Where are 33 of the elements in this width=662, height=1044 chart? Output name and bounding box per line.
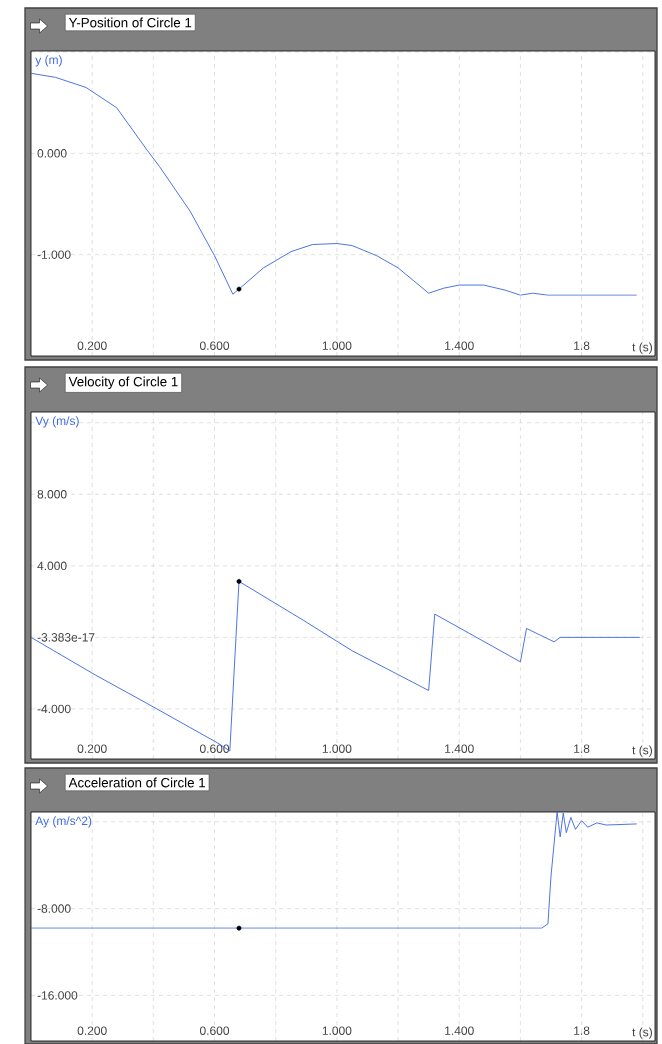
x-axis-title: t (s) bbox=[632, 745, 652, 757]
x-tick-label: 1.8 bbox=[574, 744, 590, 753]
y-tick-label: -1.000 bbox=[37, 250, 71, 259]
x-tick-label: 1.000 bbox=[322, 1026, 352, 1035]
chart-title: Velocity of Circle 1 bbox=[68, 376, 178, 390]
y-tick-label: -8.000 bbox=[37, 904, 71, 913]
y-tick-label: -4.000 bbox=[37, 704, 71, 714]
x-tick-label: 0.200 bbox=[77, 341, 107, 350]
x-tick-label: 1.000 bbox=[322, 341, 352, 350]
x-tick-label: 0.200 bbox=[77, 744, 107, 753]
x-tick-label: 0.200 bbox=[77, 1026, 107, 1035]
y-axis-title: Vy (m/s) bbox=[35, 416, 79, 428]
y-axis-title: y (m) bbox=[35, 55, 62, 67]
chart-title: Acceleration of Circle 1 bbox=[68, 777, 206, 788]
y-tick-label: -16.000 bbox=[37, 991, 78, 1000]
x-tick-label: 0.600 bbox=[199, 1026, 230, 1035]
x-tick-label: 0.600 bbox=[199, 341, 230, 350]
y-axis-title: Ay (m/s^2) bbox=[35, 816, 92, 828]
x-tick-label: 1.8 bbox=[574, 1026, 590, 1035]
chart-title: Y-Position of Circle 1 bbox=[68, 17, 192, 28]
y-tick-label: 0.000 bbox=[37, 149, 67, 158]
x-tick-label: 1.8 bbox=[574, 341, 590, 350]
x-tick-label: 1.400 bbox=[445, 744, 474, 753]
y-tick-label: 8.000 bbox=[37, 490, 67, 499]
x-tick-label: 0.600 bbox=[199, 744, 230, 753]
x-tick-label: 1.400 bbox=[445, 1026, 474, 1035]
x-axis-title: t (s) bbox=[632, 342, 652, 354]
x-tick-label: 1.400 bbox=[445, 341, 474, 350]
x-axis-title: t (s) bbox=[632, 1027, 652, 1039]
line-series bbox=[31, 812, 638, 929]
x-tick-label: 1.000 bbox=[322, 744, 352, 753]
y-tick-label: -3.383e-17 bbox=[37, 633, 95, 642]
y-tick-label: 4.000 bbox=[37, 561, 67, 571]
